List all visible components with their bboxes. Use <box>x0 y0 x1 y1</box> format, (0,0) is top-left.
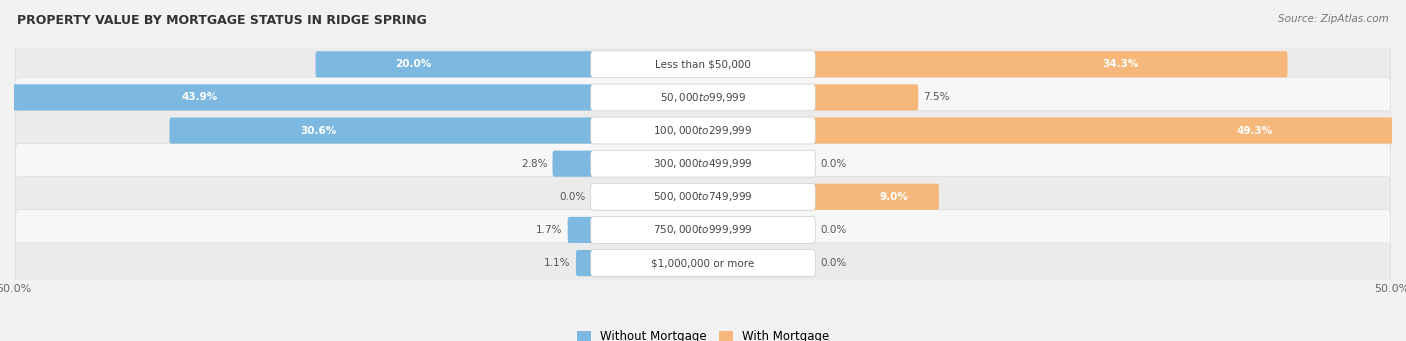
Text: 7.5%: 7.5% <box>924 92 950 102</box>
Text: 9.0%: 9.0% <box>879 192 908 202</box>
FancyBboxPatch shape <box>15 210 1391 250</box>
FancyBboxPatch shape <box>553 151 595 177</box>
Text: 0.0%: 0.0% <box>820 258 846 268</box>
FancyBboxPatch shape <box>15 77 1391 118</box>
FancyBboxPatch shape <box>811 51 1288 77</box>
FancyBboxPatch shape <box>568 217 595 243</box>
Text: 1.1%: 1.1% <box>544 258 571 268</box>
FancyBboxPatch shape <box>15 44 1391 85</box>
FancyBboxPatch shape <box>811 84 918 110</box>
FancyBboxPatch shape <box>15 243 1391 283</box>
Text: 49.3%: 49.3% <box>1237 125 1272 136</box>
FancyBboxPatch shape <box>15 110 1391 151</box>
Text: 43.9%: 43.9% <box>181 92 218 102</box>
FancyBboxPatch shape <box>811 117 1406 144</box>
Text: 30.6%: 30.6% <box>301 125 337 136</box>
Text: $300,000 to $499,999: $300,000 to $499,999 <box>654 157 752 170</box>
FancyBboxPatch shape <box>591 217 815 243</box>
Legend: Without Mortgage, With Mortgage: Without Mortgage, With Mortgage <box>572 325 834 341</box>
FancyBboxPatch shape <box>591 84 815 111</box>
FancyBboxPatch shape <box>591 183 815 210</box>
Text: $750,000 to $999,999: $750,000 to $999,999 <box>654 223 752 236</box>
Text: $50,000 to $99,999: $50,000 to $99,999 <box>659 91 747 104</box>
FancyBboxPatch shape <box>576 250 595 276</box>
FancyBboxPatch shape <box>0 84 595 110</box>
Text: 2.8%: 2.8% <box>520 159 547 169</box>
Text: $500,000 to $749,999: $500,000 to $749,999 <box>654 190 752 203</box>
FancyBboxPatch shape <box>315 51 595 77</box>
Text: 0.0%: 0.0% <box>820 159 846 169</box>
Text: Source: ZipAtlas.com: Source: ZipAtlas.com <box>1278 14 1389 24</box>
Text: PROPERTY VALUE BY MORTGAGE STATUS IN RIDGE SPRING: PROPERTY VALUE BY MORTGAGE STATUS IN RID… <box>17 14 426 27</box>
FancyBboxPatch shape <box>591 150 815 177</box>
Text: 20.0%: 20.0% <box>395 59 432 69</box>
Text: $100,000 to $299,999: $100,000 to $299,999 <box>654 124 752 137</box>
FancyBboxPatch shape <box>170 117 595 144</box>
FancyBboxPatch shape <box>591 117 815 144</box>
Text: 1.7%: 1.7% <box>536 225 562 235</box>
FancyBboxPatch shape <box>811 184 939 210</box>
Text: 0.0%: 0.0% <box>560 192 586 202</box>
FancyBboxPatch shape <box>591 51 815 78</box>
Text: $1,000,000 or more: $1,000,000 or more <box>651 258 755 268</box>
FancyBboxPatch shape <box>591 250 815 277</box>
Text: 0.0%: 0.0% <box>820 225 846 235</box>
FancyBboxPatch shape <box>15 177 1391 217</box>
Text: 34.3%: 34.3% <box>1102 59 1139 69</box>
Text: Less than $50,000: Less than $50,000 <box>655 59 751 69</box>
FancyBboxPatch shape <box>15 144 1391 184</box>
